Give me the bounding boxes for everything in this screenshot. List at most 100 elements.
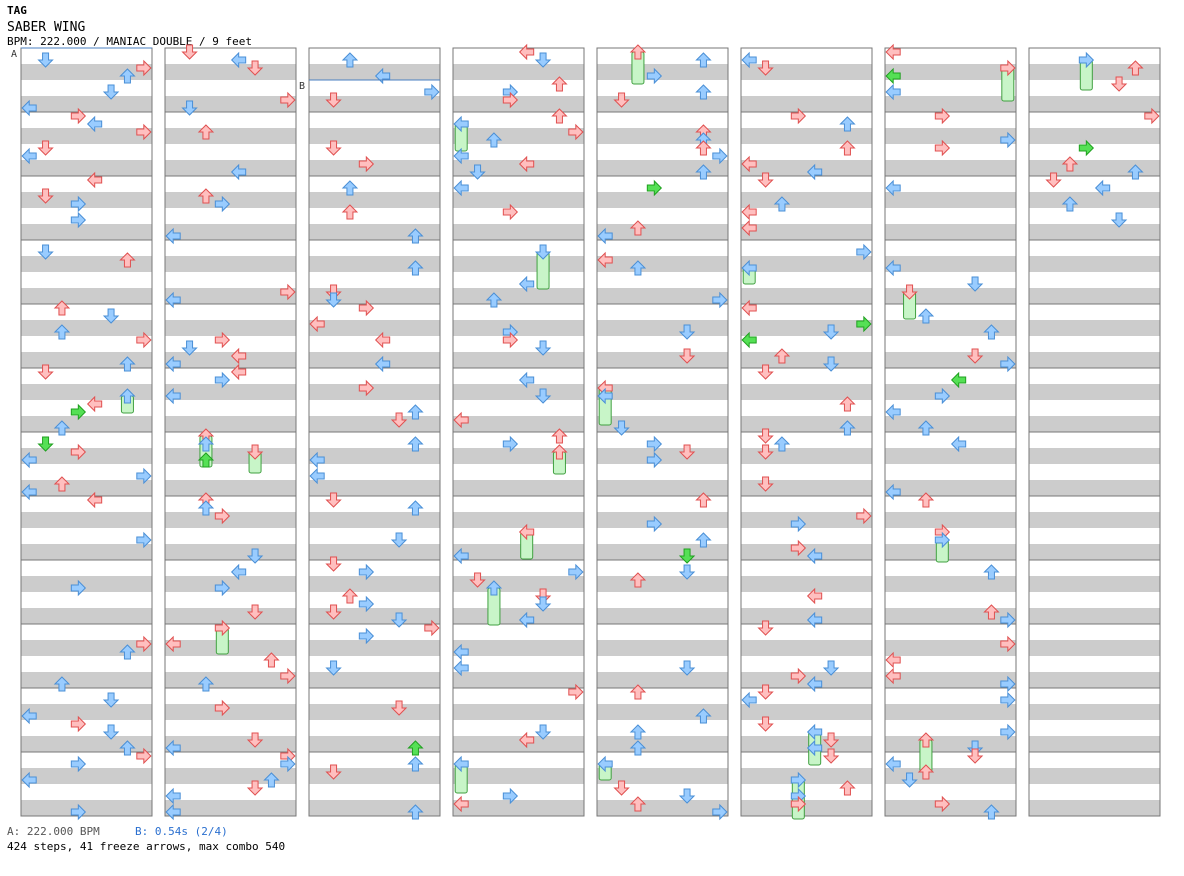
step-arrow xyxy=(1000,611,1016,629)
beat-stripe xyxy=(165,352,296,368)
beat-stripe xyxy=(309,320,440,336)
step-arrow xyxy=(70,443,87,461)
step-arrow xyxy=(1110,212,1128,228)
step-arrow xyxy=(390,412,408,428)
step-arrow xyxy=(165,227,181,245)
step-arrow xyxy=(678,348,696,364)
beat-stripe xyxy=(165,704,296,720)
beat-stripe xyxy=(21,128,152,144)
step-arrow xyxy=(21,771,37,789)
step-arrow xyxy=(983,804,1000,820)
beat-stripe xyxy=(21,288,152,304)
beat-stripe xyxy=(885,672,1016,688)
step-arrow xyxy=(502,203,519,221)
step-arrow xyxy=(597,251,613,269)
step-arrow xyxy=(53,420,71,436)
beat-stripe xyxy=(885,256,1016,272)
beat-stripe xyxy=(597,512,728,528)
beat-stripe xyxy=(165,640,296,656)
column-border xyxy=(1028,47,1161,817)
step-arrow xyxy=(885,483,901,501)
beat-stripe xyxy=(885,768,1016,784)
step-arrow xyxy=(136,331,152,349)
beat-stripe xyxy=(1029,384,1160,400)
beat-stripe xyxy=(885,576,1016,592)
beat-stripe xyxy=(165,192,296,208)
beat-stripe xyxy=(165,544,296,560)
beat-stripe xyxy=(453,320,584,336)
beat-stripe xyxy=(741,800,872,816)
beat-stripe xyxy=(309,480,440,496)
beat-stripe xyxy=(21,192,152,208)
beat-stripe xyxy=(1029,64,1160,80)
step-arrow xyxy=(806,547,823,565)
step-arrow xyxy=(629,684,647,700)
step-arrow xyxy=(856,315,872,333)
beat-stripe xyxy=(741,96,872,112)
step-arrow xyxy=(695,164,712,180)
step-arrow xyxy=(741,259,757,277)
step-arrow xyxy=(119,356,136,372)
step-arrow xyxy=(197,436,215,452)
step-arrow xyxy=(165,739,181,757)
beat-stripe xyxy=(453,448,584,464)
step-arrow xyxy=(407,804,424,820)
step-arrow xyxy=(678,444,696,460)
beat-stripe xyxy=(453,352,584,368)
step-arrow xyxy=(534,724,552,740)
step-arrow xyxy=(280,283,296,301)
beat-stripe xyxy=(597,672,728,688)
step-arrow xyxy=(885,259,901,277)
beat-stripe xyxy=(1029,448,1160,464)
beat-stripe xyxy=(165,320,296,336)
step-arrow xyxy=(502,787,519,805)
step-arrow xyxy=(309,315,325,333)
beat-stripe xyxy=(741,448,872,464)
step-arrow xyxy=(629,220,647,236)
step-arrow xyxy=(856,507,872,525)
beat-stripe xyxy=(1029,800,1160,816)
step-arrow xyxy=(165,387,181,405)
step-arrow xyxy=(790,515,807,533)
step-arrow xyxy=(263,652,280,668)
step-arrow xyxy=(246,732,264,748)
step-arrow xyxy=(839,140,856,156)
step-arrow xyxy=(53,676,71,692)
step-arrow xyxy=(214,195,231,213)
step-arrow xyxy=(407,404,424,420)
step-arrow xyxy=(70,107,87,125)
beat-stripe xyxy=(165,448,296,464)
step-arrow xyxy=(518,523,535,541)
step-arrow xyxy=(70,579,87,597)
beat-stripe xyxy=(21,800,152,816)
step-arrow xyxy=(983,564,1000,580)
beat-stripe xyxy=(309,576,440,592)
step-arrow xyxy=(1078,139,1095,157)
step-arrow xyxy=(983,604,1000,620)
step-arrow xyxy=(613,780,630,796)
step-arrow xyxy=(856,243,872,261)
beat-stripe xyxy=(1029,608,1160,624)
beat-stripe xyxy=(165,128,296,144)
step-arrow xyxy=(741,203,757,221)
step-arrow xyxy=(136,123,152,141)
step-arrow xyxy=(757,476,774,492)
step-arrow xyxy=(646,179,663,197)
beat-stripe xyxy=(309,224,440,240)
step-arrow xyxy=(950,371,967,389)
marker-label: A xyxy=(11,49,17,60)
beat-stripe xyxy=(453,256,584,272)
step-arrow xyxy=(1127,60,1144,76)
beat-stripe xyxy=(597,416,728,432)
step-arrow xyxy=(613,420,630,436)
beat-stripe xyxy=(885,288,1016,304)
step-arrow xyxy=(822,324,840,340)
step-arrow xyxy=(119,252,136,268)
step-arrow xyxy=(136,635,152,653)
beat-stripe xyxy=(741,768,872,784)
beat-stripe xyxy=(885,448,1016,464)
step-arrow xyxy=(102,692,120,708)
step-arrow xyxy=(119,740,136,756)
beat-stripe xyxy=(309,800,440,816)
song-title: SABER WING xyxy=(7,20,86,35)
